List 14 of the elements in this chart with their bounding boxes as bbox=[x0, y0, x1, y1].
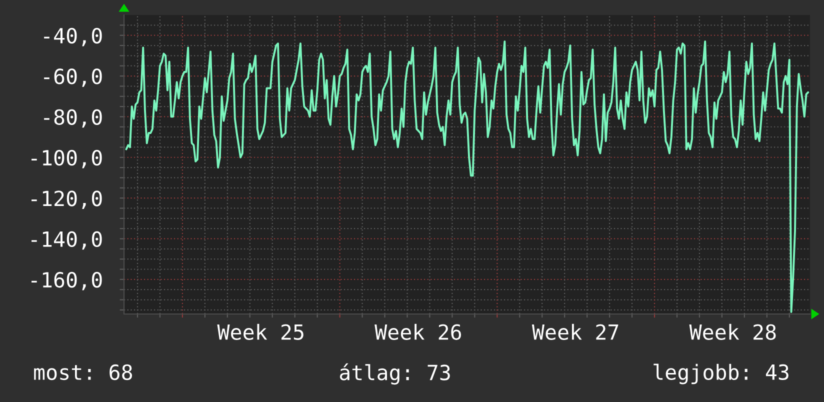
x-tick-label: Week 27 bbox=[532, 324, 618, 340]
x-tick-label: Week 26 bbox=[374, 324, 462, 340]
x-tick-label: Week 25 bbox=[217, 324, 304, 340]
y-tick-label: -160,0 bbox=[32, 272, 102, 290]
text: most: 68 bbox=[34, 364, 132, 380]
y-tick-label: -80,0 bbox=[44, 109, 102, 128]
y-tick-label: -140,0 bbox=[32, 231, 102, 250]
y-tick-label: -60,0 bbox=[44, 68, 102, 87]
y-tick-label: -40,0 bbox=[44, 28, 102, 46]
x-tick-label: Week 28 bbox=[689, 324, 776, 340]
y-tick-label: -100,0 bbox=[32, 150, 102, 168]
y-tick-label: -120,0 bbox=[32, 190, 102, 209]
text: legjobb: 43 bbox=[654, 364, 788, 384]
text: átlag: 73 bbox=[340, 363, 450, 385]
